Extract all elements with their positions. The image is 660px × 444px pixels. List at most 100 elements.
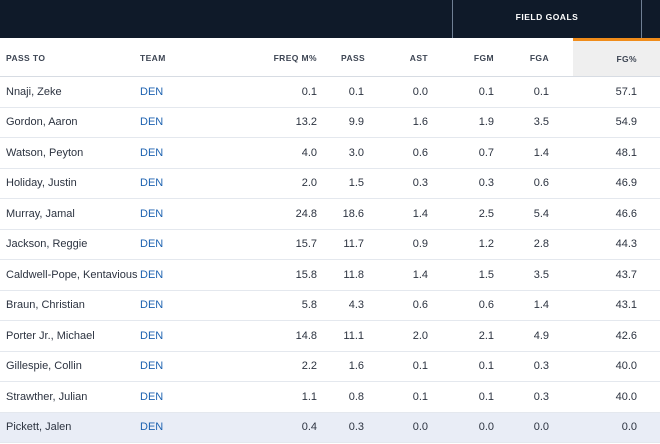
ast-cell: 0.3 bbox=[388, 168, 452, 199]
fg-pct-cell: 46.6 bbox=[573, 198, 660, 230]
player-name[interactable]: Watson, Peyton bbox=[0, 137, 140, 169]
player-name[interactable]: Gordon, Aaron bbox=[0, 107, 140, 138]
team-link[interactable]: DEN bbox=[140, 412, 215, 443]
player-name[interactable]: Murray, Jamal bbox=[0, 198, 140, 230]
pass-cell: 11.7 bbox=[341, 229, 388, 260]
player-name[interactable]: Braun, Christian bbox=[0, 290, 140, 321]
freq-cell: 5.8 bbox=[215, 290, 341, 321]
fgm-cell: 0.7 bbox=[452, 137, 518, 169]
freq-cell: 15.7 bbox=[215, 229, 341, 260]
player-name[interactable]: Holiday, Justin bbox=[0, 168, 140, 199]
fga-cell: 0.1 bbox=[518, 76, 573, 108]
ast-cell: 0.6 bbox=[388, 137, 452, 169]
team-link[interactable]: DEN bbox=[140, 320, 215, 352]
team-link[interactable]: DEN bbox=[140, 381, 215, 413]
fg-pct-cell: 43.1 bbox=[573, 290, 660, 321]
column-header-pass[interactable]: PASS bbox=[341, 39, 388, 77]
fg-pct-cell: 40.0 bbox=[573, 381, 660, 413]
team-link[interactable]: DEN bbox=[140, 168, 215, 199]
team-link[interactable]: DEN bbox=[140, 198, 215, 230]
team-link[interactable]: DEN bbox=[140, 76, 215, 108]
column-header-ast[interactable]: AST bbox=[388, 39, 452, 77]
table-row: Pickett, Jalen DEN 0.4 0.3 0.0 0.0 0.0 0.0 bbox=[0, 412, 660, 443]
ast-cell: 0.1 bbox=[388, 381, 452, 413]
freq-cell: 1.1 bbox=[215, 381, 341, 413]
column-header-fga[interactable]: FGA bbox=[518, 39, 573, 77]
pass-cell: 18.6 bbox=[341, 198, 388, 230]
fgm-cell: 1.2 bbox=[452, 229, 518, 260]
pass-cell: 11.8 bbox=[341, 259, 388, 291]
table-row: Strawther, Julian DEN 1.1 0.8 0.1 0.1 0.3 40.0 bbox=[0, 381, 660, 413]
fgm-cell: 0.3 bbox=[452, 168, 518, 199]
team-link[interactable]: DEN bbox=[140, 351, 215, 382]
table-row: Braun, Christian DEN 5.8 4.3 0.6 0.6 1.4 43.1 bbox=[0, 290, 660, 321]
freq-cell: 13.2 bbox=[215, 107, 341, 138]
player-name[interactable]: Jackson, Reggie bbox=[0, 229, 140, 260]
table-body: Nnaji, Zeke DEN 0.1 0.1 0.0 0.1 0.1 57.1 Gordon,… bbox=[0, 76, 660, 443]
fg-pct-cell: 42.6 bbox=[573, 320, 660, 352]
fga-cell: 4.9 bbox=[518, 320, 573, 352]
freq-cell: 4.0 bbox=[215, 137, 341, 169]
fg-pct-cell: 54.9 bbox=[573, 107, 660, 138]
fgm-cell: 0.1 bbox=[452, 76, 518, 108]
table-row: Caldwell-Pope, Kentavious DEN 15.8 11.8 1.4 1… bbox=[0, 259, 660, 291]
table-row: Jackson, Reggie DEN 15.7 11.7 0.9 1.2 2.8 44.3 bbox=[0, 229, 660, 260]
ast-cell: 0.0 bbox=[388, 76, 452, 108]
table-row: Holiday, Justin DEN 2.0 1.5 0.3 0.3 0.6 46.9 bbox=[0, 168, 660, 199]
fgm-cell: 1.5 bbox=[452, 259, 518, 291]
fg-pct-cell: 48.1 bbox=[573, 137, 660, 169]
table-row: Gordon, Aaron DEN 13.2 9.9 1.6 1.9 3.5 54.9 bbox=[0, 107, 660, 138]
fg-pct-cell: 0.0 bbox=[573, 412, 660, 443]
table-row: Murray, Jamal DEN 24.8 18.6 1.4 2.5 5.4 46.6 bbox=[0, 198, 660, 230]
fgm-cell: 0.0 bbox=[452, 412, 518, 443]
table-row: Nnaji, Zeke DEN 0.1 0.1 0.0 0.1 0.1 57.1 bbox=[0, 76, 660, 108]
fgm-cell: 0.6 bbox=[452, 290, 518, 321]
fgm-cell: 0.1 bbox=[452, 351, 518, 382]
fga-cell: 0.3 bbox=[518, 351, 573, 382]
ast-cell: 1.4 bbox=[388, 259, 452, 291]
fgm-cell: 0.1 bbox=[452, 381, 518, 413]
column-header-pass-to[interactable]: PASS TO bbox=[0, 39, 140, 77]
team-link[interactable]: DEN bbox=[140, 107, 215, 138]
ast-cell: 0.1 bbox=[388, 351, 452, 382]
fga-cell: 5.4 bbox=[518, 198, 573, 230]
header-row: PASS TO TEAM FREQ M% PASS AST FGM FGA FG… bbox=[0, 38, 660, 77]
column-header-fgm[interactable]: FGM bbox=[452, 39, 518, 77]
fga-cell: 2.8 bbox=[518, 229, 573, 260]
pass-to-table: PASS TO TEAM FREQ M% PASS AST FGM FGA FG… bbox=[0, 38, 660, 443]
column-header-team[interactable]: TEAM bbox=[140, 39, 215, 77]
ast-cell: 1.6 bbox=[388, 107, 452, 138]
group-divider-right bbox=[641, 0, 642, 38]
pass-cell: 1.6 bbox=[341, 351, 388, 382]
fg-pct-cell: 46.9 bbox=[573, 168, 660, 199]
fga-cell: 1.4 bbox=[518, 137, 573, 169]
team-link[interactable]: DEN bbox=[140, 290, 215, 321]
ast-cell: 0.0 bbox=[388, 412, 452, 443]
player-name[interactable]: Porter Jr., Michael bbox=[0, 320, 140, 352]
fga-cell: 3.5 bbox=[518, 107, 573, 138]
fg-pct-cell: 40.0 bbox=[573, 351, 660, 382]
column-header-fg-pct[interactable]: FG% bbox=[573, 38, 660, 77]
player-name[interactable]: Pickett, Jalen bbox=[0, 412, 140, 443]
ast-cell: 2.0 bbox=[388, 320, 452, 352]
fgm-cell: 1.9 bbox=[452, 107, 518, 138]
pass-cell: 3.0 bbox=[341, 137, 388, 169]
player-name[interactable]: Gillespie, Collin bbox=[0, 351, 140, 382]
player-name[interactable]: Strawther, Julian bbox=[0, 381, 140, 413]
team-link[interactable]: DEN bbox=[140, 259, 215, 291]
column-header-freq[interactable]: FREQ M% bbox=[215, 39, 341, 77]
fga-cell: 3.5 bbox=[518, 259, 573, 291]
table-row: Watson, Peyton DEN 4.0 3.0 0.6 0.7 1.4 48.1 bbox=[0, 137, 660, 169]
player-name[interactable]: Caldwell-Pope, Kentavious bbox=[0, 259, 140, 291]
fg-pct-cell: 57.1 bbox=[573, 76, 660, 108]
player-name[interactable]: Nnaji, Zeke bbox=[0, 76, 140, 108]
team-link[interactable]: DEN bbox=[140, 137, 215, 169]
pass-cell: 0.3 bbox=[341, 412, 388, 443]
table-row: Porter Jr., Michael DEN 14.8 11.1 2.0 2.1 4.9 4… bbox=[0, 320, 660, 352]
fga-cell: 0.6 bbox=[518, 168, 573, 199]
freq-cell: 0.4 bbox=[215, 412, 341, 443]
freq-cell: 24.8 bbox=[215, 198, 341, 230]
team-link[interactable]: DEN bbox=[140, 229, 215, 260]
freq-cell: 2.2 bbox=[215, 351, 341, 382]
